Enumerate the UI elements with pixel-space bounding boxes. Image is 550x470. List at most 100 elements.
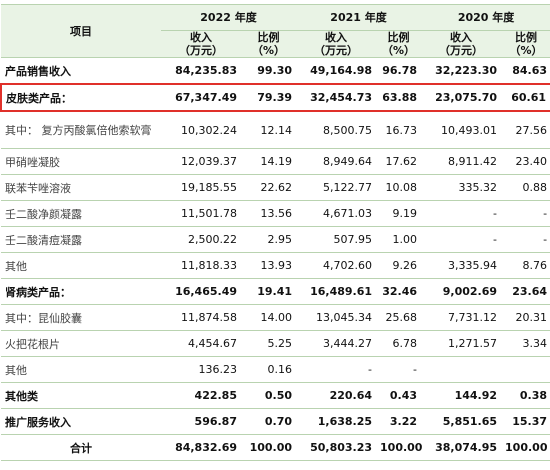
value-cell: 84.63 <box>501 57 550 85</box>
header-unit: （%） <box>509 44 543 57</box>
value-cell: 4,702.60 <box>296 252 377 279</box>
value-cell: 32,223.30 <box>421 57 502 85</box>
value-cell: 20.31 <box>501 304 550 331</box>
value-cell: 60.61 <box>501 83 550 112</box>
value-cell: 79.39 <box>241 83 297 112</box>
value-cell: 2,500.22 <box>161 226 241 253</box>
value-cell: 13.56 <box>241 200 297 227</box>
value-cell: 144.92 <box>421 382 502 409</box>
table-row: 甲硝唑凝胶 12,039.37 14.19 8,949.64 17.62 8,911.42… <box>1 148 550 175</box>
header-sub: 比例 （%） <box>376 30 422 58</box>
table-row: 火把花根片 4,454.67 5.25 3,444.27 6.78 1,271.57 3.3… <box>1 330 550 357</box>
value-cell: 15.37 <box>501 408 550 435</box>
value-cell: 1.00 <box>376 226 422 253</box>
revenue-table: 项目 2022 年度 2021 年度 2020 年度 收入 （万元） 比例 （%） 收入 （万元… <box>0 4 550 461</box>
value-cell: - <box>296 356 377 383</box>
item-cell: 甲硝唑凝胶 <box>1 148 161 175</box>
value-cell: 507.95 <box>296 226 377 253</box>
value-cell: 32.46 <box>376 278 422 305</box>
table-row: 其中： 复方丙酸氯倍他索软膏 10,302.24 12.14 8,500.75 16.7… <box>1 110 550 149</box>
table-row: 壬二酸净颜凝露 11,501.78 13.56 4,671.03 9.19- - <box>1 200 550 227</box>
value-cell: 0.16 <box>241 356 297 383</box>
table-row: 产品销售收入 84,235.83 99.30 49,164.98 96.78 32,223… <box>1 57 550 85</box>
value-cell: 8,911.42 <box>421 148 502 175</box>
item-cell: 其中： 复方丙酸氯倍他索软膏 <box>1 110 161 149</box>
value-cell: 4,671.03 <box>296 200 377 227</box>
value-cell: 4,454.67 <box>161 330 241 357</box>
header-year: 2020 年度 <box>421 4 550 31</box>
header-unit: （万元） <box>179 44 223 57</box>
value-cell: 220.64 <box>296 382 377 409</box>
header-sub: 收入 （万元） <box>421 30 502 58</box>
value-cell: 16.73 <box>376 110 422 149</box>
table-header: 项目 2022 年度 2021 年度 2020 年度 收入 （万元） 比例 （%） 收入 （万元… <box>1 4 550 58</box>
value-cell: 335.32 <box>421 174 502 201</box>
value-cell: 16,489.61 <box>296 278 377 305</box>
item-cell: 其他类 <box>1 382 161 409</box>
value-cell: 38,074.95 <box>421 434 502 461</box>
value-cell: 6.78 <box>376 330 422 357</box>
value-cell: 32,454.73 <box>296 83 377 112</box>
value-cell: - <box>501 200 550 227</box>
header-unit: （万元） <box>439 44 484 57</box>
value-cell: 2.95 <box>241 226 297 253</box>
value-cell: 23,075.70 <box>421 83 502 112</box>
value-cell: 5,122.77 <box>296 174 377 201</box>
value-cell: 8,949.64 <box>296 148 377 175</box>
table-row: 其他 136.23 0.16- - <box>1 356 550 383</box>
value-cell: 10,302.24 <box>161 110 241 149</box>
value-cell: 8,500.75 <box>296 110 377 149</box>
header-label: 比例 <box>257 31 280 44</box>
value-cell: 99.30 <box>241 57 297 85</box>
item-cell: 壬二酸清痘凝露 <box>1 226 161 253</box>
item-cell: 产品销售收入 <box>1 57 161 85</box>
table-row: 推广服务收入 596.87 0.70 1,638.25 3.22 5,851.65 15.3… <box>1 408 550 435</box>
value-cell: 67,347.49 <box>161 83 241 112</box>
value-cell: 14.00 <box>241 304 297 331</box>
value-cell: 17.62 <box>376 148 422 175</box>
value-cell: 7,731.12 <box>421 304 502 331</box>
value-cell: 25.68 <box>376 304 422 331</box>
value-cell: 3,335.94 <box>421 252 502 279</box>
header-label: 收入 <box>190 31 212 44</box>
value-cell: 100.00 <box>241 434 297 461</box>
table-row: 联苯苄唑溶液 19,185.55 22.62 5,122.77 10.08 335.32 0… <box>1 174 550 201</box>
value-cell: 13.93 <box>241 252 297 279</box>
header-unit: （万元） <box>314 44 359 57</box>
table-row: 其他类 422.85 0.50 220.64 0.43 144.92 0.38 <box>1 382 550 409</box>
value-cell <box>421 356 502 383</box>
header-item: 项目 <box>1 4 161 58</box>
value-cell: 100.00 <box>376 434 422 461</box>
item-cell: 其中：昆仙胶囊 <box>1 304 161 331</box>
table-row: 合计 84,832.69 100.00 50,803.23 100.00 38,074.9… <box>1 434 550 461</box>
value-cell: 9.19 <box>376 200 422 227</box>
value-cell: 9,002.69 <box>421 278 502 305</box>
header-label: 收入 <box>325 31 348 44</box>
value-cell: 49,164.98 <box>296 57 377 85</box>
value-cell: 100.00 <box>501 434 550 461</box>
value-cell: 84,235.83 <box>161 57 241 85</box>
value-cell: 596.87 <box>161 408 241 435</box>
value-cell: 23.40 <box>501 148 550 175</box>
value-cell: 3.22 <box>376 408 422 435</box>
header-unit: （%） <box>382 44 416 57</box>
header-sub: 比例 （%） <box>501 30 550 58</box>
table-row: 其中：昆仙胶囊 11,874.58 14.00 13,045.34 25.68 7,731… <box>1 304 550 331</box>
value-cell: 11,501.78 <box>161 200 241 227</box>
item-cell: 推广服务收入 <box>1 408 161 435</box>
value-cell: 1,638.25 <box>296 408 377 435</box>
item-cell: 合计 <box>1 434 161 461</box>
item-cell: 肾病类产品： <box>1 278 161 305</box>
value-cell: 0.43 <box>376 382 422 409</box>
item-cell: 壬二酸净颜凝露 <box>1 200 161 227</box>
item-cell: 其他 <box>1 356 161 383</box>
value-cell: 0.88 <box>501 174 550 201</box>
value-cell: 12,039.37 <box>161 148 241 175</box>
value-cell: 16,465.49 <box>161 278 241 305</box>
value-cell <box>501 356 550 383</box>
value-cell: 9.26 <box>376 252 422 279</box>
value-cell: 1,271.57 <box>421 330 502 357</box>
value-cell: - <box>421 200 502 227</box>
value-cell: 11,874.58 <box>161 304 241 331</box>
value-cell: 50,803.23 <box>296 434 377 461</box>
